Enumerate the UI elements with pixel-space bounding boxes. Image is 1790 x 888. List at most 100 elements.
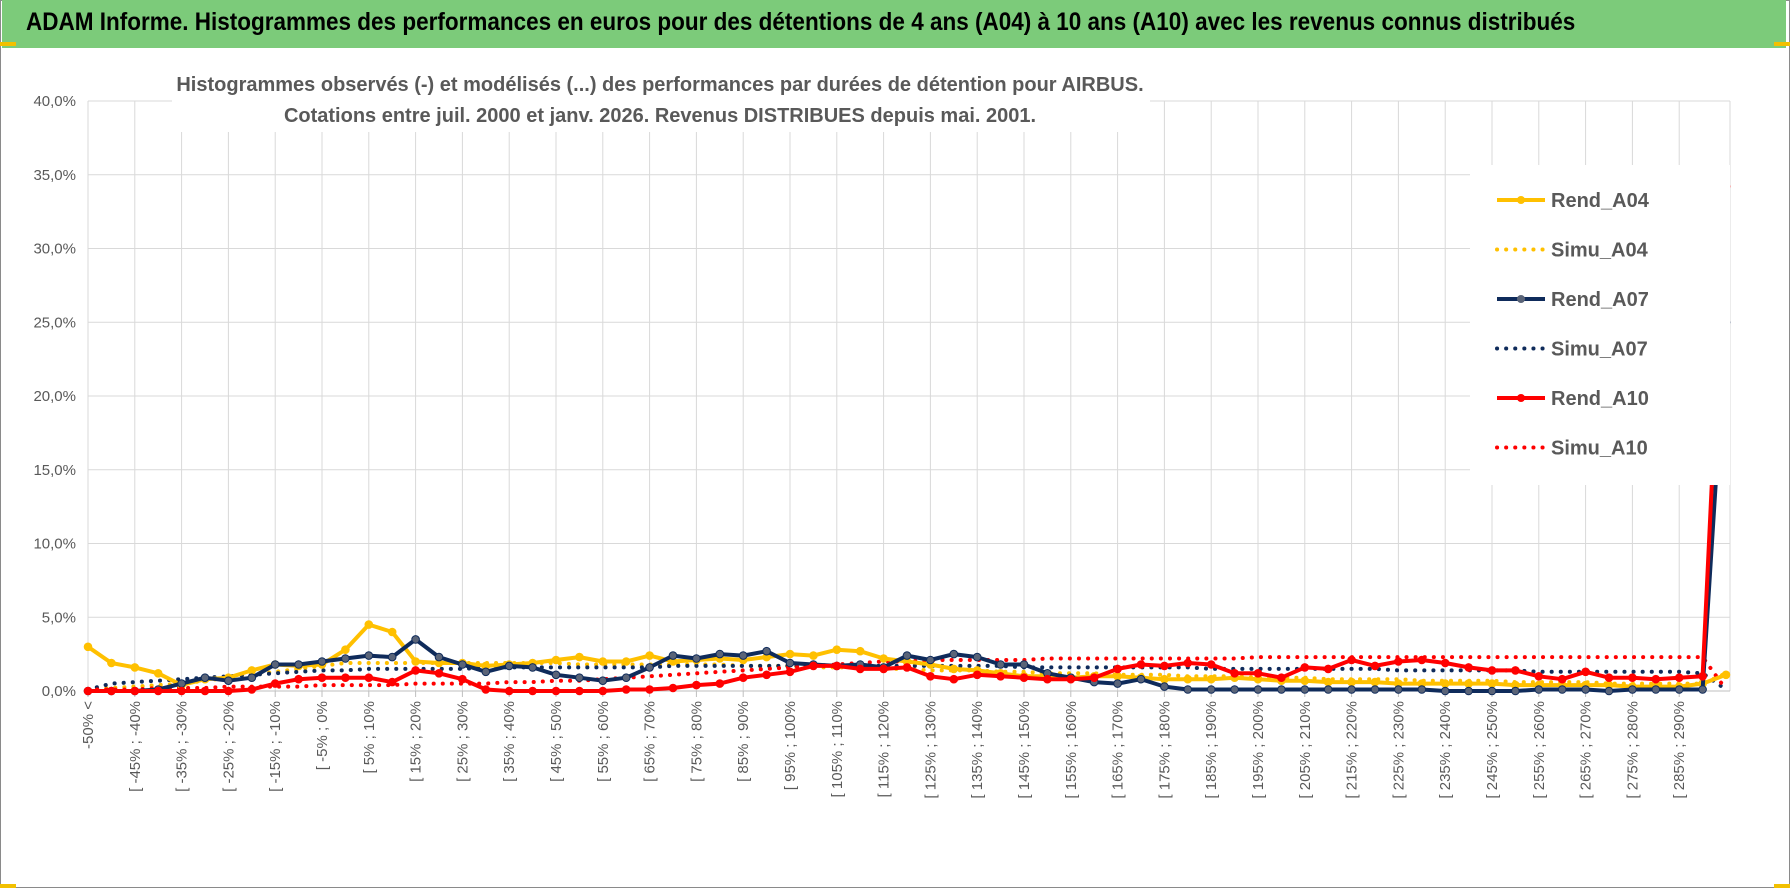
data-point-rend-a07 (972, 652, 982, 662)
data-point-rend-a07 (411, 635, 420, 644)
data-point-rend-a10 (1230, 669, 1239, 678)
data-point-rend-a10 (481, 685, 491, 694)
x-tick-label: [ 125% ; 130% (922, 701, 939, 799)
data-point-rend-a07 (1604, 686, 1614, 696)
data-point-rend-a10 (387, 677, 397, 687)
legend-marker-rend-a04 (1517, 196, 1525, 204)
x-tick-label: [ 285% ; 290% (1671, 701, 1688, 799)
x-tick-label: [ 255% ; 260% (1531, 701, 1548, 799)
x-tick-label: [ 35% ; 40% (501, 701, 518, 782)
legend-marker-rend-a10 (1517, 394, 1525, 402)
data-point-rend-a07 (1417, 685, 1427, 694)
data-point-rend-a04 (879, 654, 888, 663)
data-point-rend-a10 (598, 686, 608, 696)
data-point-rend-a07 (598, 676, 608, 686)
data-point-rend-a10 (1347, 655, 1356, 665)
data-point-rend-a10 (809, 661, 818, 671)
data-point-rend-a10 (785, 667, 795, 677)
data-point-rend-a10 (247, 685, 257, 694)
data-point-rend-a07 (341, 654, 350, 663)
data-point-rend-a10 (551, 686, 561, 696)
data-point-rend-a10 (996, 672, 1005, 681)
data-point-rend-a10 (1183, 658, 1193, 668)
data-point-rend-a07 (434, 652, 444, 662)
data-point-rend-a07 (270, 660, 280, 669)
data-point-rend-a07 (458, 660, 467, 669)
y-tick-label: 20,0% (33, 388, 76, 405)
data-point-rend-a04 (107, 658, 116, 668)
data-point-rend-a10 (130, 686, 140, 696)
data-point-rend-a10 (1628, 673, 1637, 683)
y-tick-label: 40,0% (33, 93, 76, 110)
data-point-rend-a10 (294, 674, 303, 684)
x-tick-label: [ 25% ; 30% (454, 701, 471, 782)
data-point-rend-a07 (1183, 685, 1193, 694)
report-header-bar: ADAM Informe. Histogrammes des performan… (2, 0, 1786, 48)
data-point-rend-a10 (949, 674, 959, 684)
data-point-rend-a10 (411, 666, 420, 675)
x-tick-label: [ 135% ; 140% (969, 701, 986, 799)
y-tick-label: 30,0% (33, 241, 76, 258)
data-point-rend-a07 (1253, 685, 1263, 694)
y-tick-label: 10,0% (33, 536, 76, 553)
data-point-rend-a07 (1230, 685, 1239, 694)
data-point-rend-a07 (200, 673, 210, 683)
data-point-rend-a04 (1440, 679, 1450, 688)
data-point-rend-a07 (1113, 679, 1122, 688)
data-point-rend-a07 (504, 661, 514, 671)
data-point-rend-a04 (1300, 676, 1310, 686)
data-point-rend-a07 (621, 673, 631, 683)
data-point-rend-a10 (458, 674, 467, 684)
data-point-rend-a07 (317, 657, 327, 666)
data-point-rend-a04 (575, 652, 584, 662)
data-point-rend-a10 (341, 673, 350, 683)
data-point-rend-a04 (832, 645, 842, 655)
x-tick-label: [ 195% ; 200% (1250, 701, 1267, 799)
data-point-rend-a04 (341, 645, 350, 655)
data-point-rend-a07 (1557, 685, 1567, 694)
data-point-rend-a10 (528, 686, 537, 696)
x-tick-label: [ 185% ; 190% (1203, 701, 1220, 799)
x-tick-label: [ -35% ; -30% (174, 701, 191, 792)
data-point-rend-a04 (949, 664, 959, 674)
data-point-rend-a10 (1089, 673, 1099, 683)
x-tick-label: [ 115% ; 120% (876, 701, 893, 797)
data-point-rend-a07 (715, 649, 725, 659)
x-tick-label: [ 155% ; 160% (1063, 701, 1080, 799)
data-point-rend-a07 (785, 658, 795, 668)
data-point-rend-a10 (1253, 669, 1263, 678)
legend-label-rend-a10: Rend_A10 (1551, 388, 1649, 410)
data-point-rend-a10 (1651, 674, 1661, 684)
data-point-rend-a04 (1113, 672, 1122, 681)
chart-legend: Rend_A04 Simu_A04 Rend_A07 Simu_A07 Rend_A10… (1495, 190, 1650, 460)
data-point-rend-a10 (434, 669, 444, 678)
data-point-rend-a10 (504, 686, 514, 696)
data-point-rend-a04 (153, 669, 163, 678)
data-point-rend-a10 (317, 673, 327, 683)
data-point-rend-a10 (1066, 674, 1076, 684)
corner-accent-bottom-right (1774, 884, 1790, 888)
data-point-rend-a10 (153, 686, 163, 696)
chart-title: Histogrammes observés (-) et modélisés (… (176, 74, 1143, 96)
data-point-rend-a04 (855, 646, 865, 656)
x-tick-label: [ 145% ; 150% (1016, 701, 1033, 799)
report-title: ADAM Informe. Histogrammes des performan… (26, 8, 1576, 36)
y-tick-label: 0,0% (42, 683, 76, 700)
data-point-rend-a07 (1300, 685, 1310, 694)
x-tick-label: [ 265% ; 270% (1578, 701, 1595, 799)
data-point-rend-a07 (294, 660, 303, 669)
data-point-rend-a10 (1464, 663, 1473, 672)
x-tick-label: [ 275% ; 280% (1624, 701, 1641, 799)
data-point-rend-a10 (926, 672, 935, 681)
data-point-rend-a10 (1557, 674, 1567, 684)
data-point-rend-a10 (1300, 663, 1310, 672)
data-point-rend-a10 (692, 680, 701, 690)
data-point-rend-a10 (270, 679, 280, 688)
data-point-rend-a07 (1394, 685, 1403, 694)
data-point-rend-a10 (1604, 673, 1614, 683)
data-point-rend-a07 (949, 649, 959, 659)
data-point-rend-a07 (645, 663, 654, 672)
legend-label-rend-a04: Rend_A04 (1551, 190, 1650, 212)
data-point-rend-a07 (996, 660, 1005, 669)
data-point-rend-a10 (1534, 672, 1544, 681)
